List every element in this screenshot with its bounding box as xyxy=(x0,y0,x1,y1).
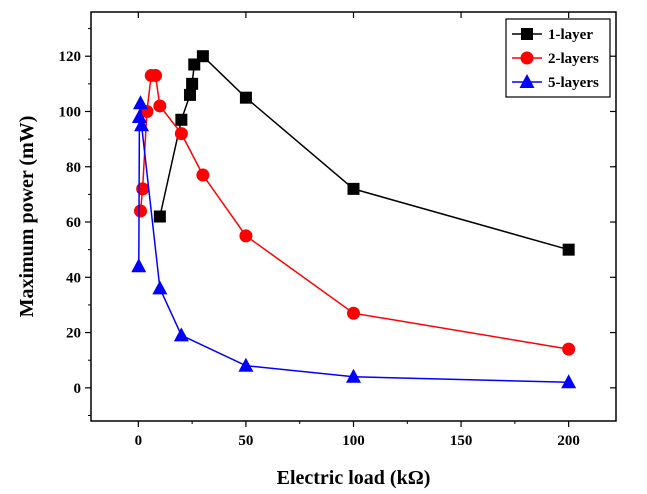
data-point xyxy=(239,91,252,104)
data-point xyxy=(175,113,188,126)
x-tick-label: 0 xyxy=(135,433,143,449)
data-point xyxy=(562,342,576,356)
legend-entry: 5-layers xyxy=(512,74,599,91)
data-point xyxy=(131,258,147,273)
series-1 xyxy=(153,50,575,256)
data-point xyxy=(153,210,166,223)
data-point xyxy=(238,357,254,372)
legend-label: 2-layers xyxy=(548,51,599,67)
data-point xyxy=(134,117,150,132)
data-point xyxy=(347,306,360,320)
data-point xyxy=(133,204,147,218)
legend-marker xyxy=(521,28,533,40)
x-tick-label: 100 xyxy=(342,433,365,449)
series-3 xyxy=(131,95,577,389)
series-2 xyxy=(133,69,576,356)
data-point xyxy=(132,95,148,110)
data-point xyxy=(149,69,163,83)
legend-marker xyxy=(519,74,535,88)
y-tick-label: 120 xyxy=(59,49,82,65)
x-axis-title: Electric load (kΩ) xyxy=(277,467,431,489)
data-point xyxy=(131,109,147,124)
legend: 1-layer 2-layers 5-layers xyxy=(505,18,611,98)
data-point xyxy=(186,77,199,90)
y-tick-label: 100 xyxy=(59,104,82,120)
x-tick-label: 150 xyxy=(450,433,473,449)
data-point xyxy=(347,182,360,195)
y-tick-label: 0 xyxy=(74,381,82,397)
data-point xyxy=(152,280,168,295)
legend-entry: 2-layers xyxy=(512,51,599,67)
y-tick-label: 60 xyxy=(66,215,81,231)
x-tick-label: 50 xyxy=(238,433,253,449)
data-point xyxy=(196,168,210,182)
data-point xyxy=(346,368,361,383)
data-point xyxy=(196,50,209,63)
legend-label: 1-layer xyxy=(548,27,593,43)
y-axis-title: Maximum power (mW) xyxy=(16,116,38,318)
data-point xyxy=(562,243,575,256)
data-point xyxy=(239,229,253,243)
data-point xyxy=(183,88,196,101)
axes: 0 50 100 150 200 0 20 40 60 80 100 120 xyxy=(59,12,616,449)
legend-marker xyxy=(520,51,534,65)
y-tick-label: 80 xyxy=(66,160,81,176)
data-point xyxy=(174,127,188,141)
series-layer xyxy=(131,50,577,389)
data-point xyxy=(136,182,150,196)
legend-label: 5-layers xyxy=(548,75,599,91)
y-tick-label: 20 xyxy=(66,326,81,342)
y-tick-label: 40 xyxy=(66,270,81,286)
data-point xyxy=(561,374,577,389)
data-point xyxy=(173,327,189,342)
data-point xyxy=(153,99,167,113)
legend-entry: 1-layer xyxy=(512,27,593,43)
x-tick-label: 200 xyxy=(557,433,580,449)
series-line xyxy=(138,103,569,384)
